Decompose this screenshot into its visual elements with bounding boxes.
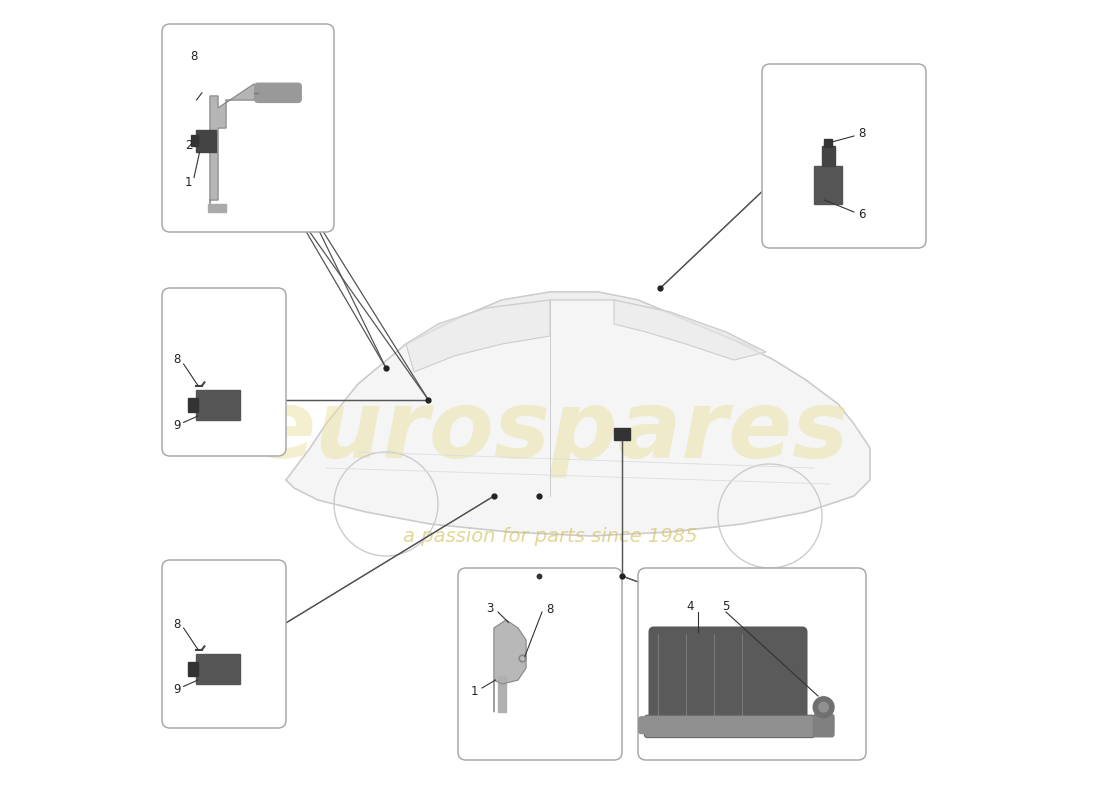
Text: 5: 5 — [723, 600, 729, 613]
Text: 4: 4 — [686, 600, 694, 613]
Text: 2: 2 — [185, 139, 192, 152]
Bar — [824, 139, 833, 147]
Circle shape — [813, 697, 834, 718]
Text: 9: 9 — [173, 683, 180, 696]
Text: 1: 1 — [471, 685, 478, 698]
FancyBboxPatch shape — [162, 560, 286, 728]
Text: 9: 9 — [173, 419, 180, 432]
Text: 8: 8 — [546, 603, 553, 616]
FancyBboxPatch shape — [649, 627, 806, 729]
FancyBboxPatch shape — [162, 288, 286, 456]
FancyBboxPatch shape — [762, 64, 926, 248]
Bar — [614, 428, 630, 440]
FancyBboxPatch shape — [639, 717, 658, 734]
FancyBboxPatch shape — [645, 715, 815, 738]
Text: 8: 8 — [858, 127, 866, 140]
Bar — [188, 398, 198, 412]
Text: 3: 3 — [486, 602, 494, 614]
Bar — [190, 135, 198, 146]
Text: eurospares: eurospares — [251, 386, 849, 478]
Polygon shape — [406, 292, 766, 352]
Text: 1: 1 — [185, 176, 192, 189]
Text: 8: 8 — [173, 618, 180, 630]
Polygon shape — [208, 204, 226, 212]
Bar — [822, 146, 835, 166]
FancyBboxPatch shape — [255, 83, 301, 102]
Bar — [188, 662, 198, 676]
FancyBboxPatch shape — [813, 714, 834, 737]
Text: a passion for parts since 1985: a passion for parts since 1985 — [403, 526, 697, 546]
Polygon shape — [210, 84, 258, 212]
Bar — [197, 130, 217, 152]
Text: 6: 6 — [858, 208, 866, 221]
Polygon shape — [406, 300, 550, 372]
FancyBboxPatch shape — [162, 24, 334, 232]
Polygon shape — [498, 676, 506, 712]
Text: 8: 8 — [173, 354, 180, 366]
Polygon shape — [286, 292, 870, 536]
Polygon shape — [614, 300, 766, 360]
Bar — [814, 166, 842, 204]
FancyBboxPatch shape — [638, 568, 866, 760]
Bar — [197, 654, 241, 684]
Polygon shape — [494, 620, 526, 712]
Circle shape — [818, 702, 828, 712]
FancyBboxPatch shape — [458, 568, 621, 760]
Text: 8: 8 — [190, 50, 198, 62]
Bar — [197, 390, 241, 420]
